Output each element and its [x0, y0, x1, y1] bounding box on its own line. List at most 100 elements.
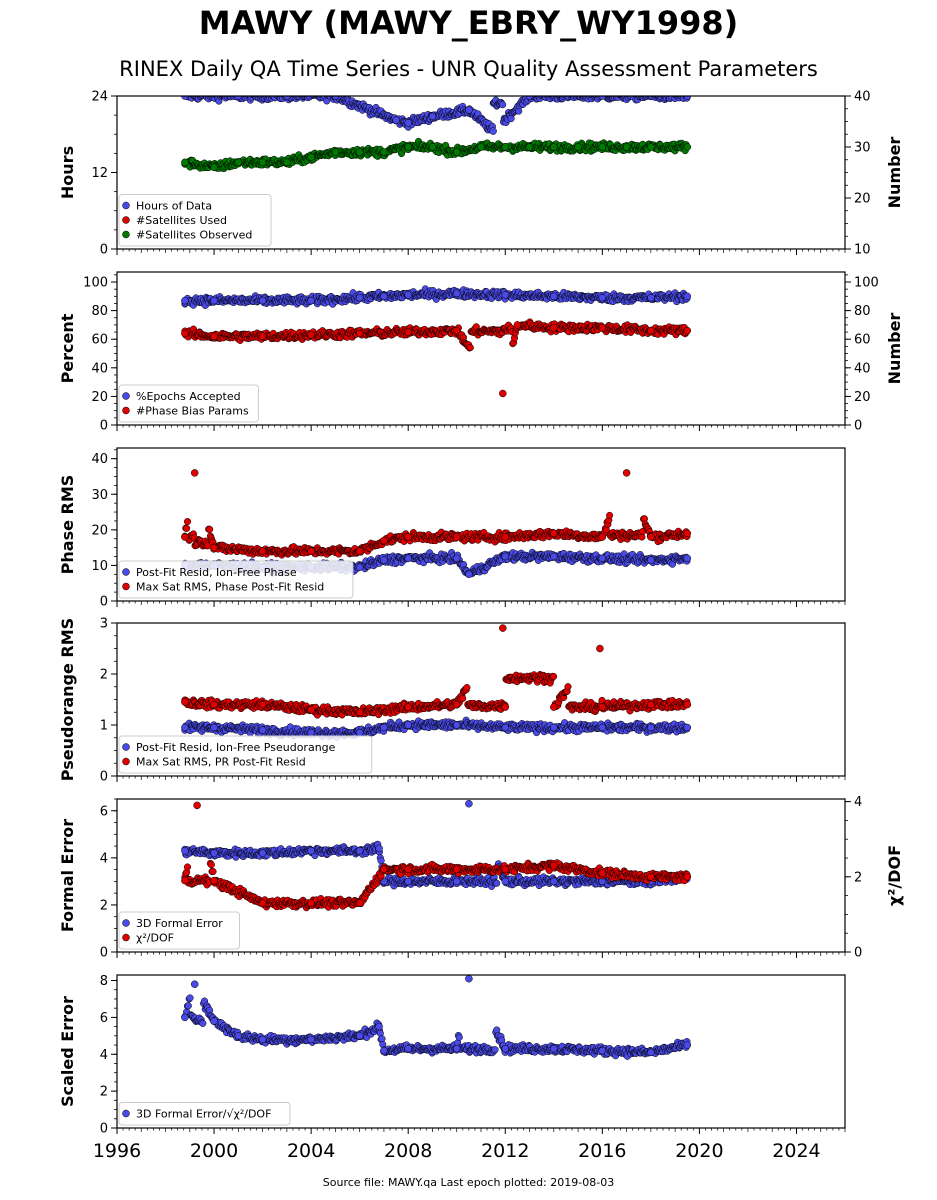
data-point	[206, 88, 213, 95]
data-point	[655, 52, 662, 59]
data-point	[308, 96, 313, 97]
data-point	[432, 58, 439, 65]
data-point	[623, 53, 630, 60]
data-point	[335, 60, 342, 67]
data-point	[385, 58, 392, 65]
data-point	[524, 56, 531, 63]
data-point	[673, 57, 680, 64]
data-point	[208, 77, 215, 84]
data-point	[513, 321, 522, 329]
data-point	[355, 62, 362, 69]
data-point	[358, 61, 365, 68]
data-point	[206, 525, 214, 533]
data-point	[227, 70, 234, 77]
data-point	[304, 71, 311, 78]
data-point	[487, 58, 494, 65]
data-point	[398, 54, 405, 61]
data-point	[541, 52, 548, 59]
data-point	[343, 63, 350, 70]
data-point	[414, 57, 421, 64]
data-point	[491, 58, 498, 65]
data-point	[250, 67, 257, 74]
data-point	[191, 73, 198, 80]
data-point	[255, 67, 262, 74]
data-point	[614, 96, 618, 97]
data-point	[186, 74, 193, 81]
data-point	[345, 62, 352, 69]
data-point	[563, 54, 570, 61]
data-point	[380, 148, 388, 156]
data-point	[669, 96, 672, 97]
data-point	[307, 66, 314, 73]
data-point	[553, 55, 560, 62]
data-point	[245, 69, 252, 76]
y-axis-label: Phase RMS	[58, 475, 77, 575]
data-point	[310, 64, 317, 71]
data-point	[560, 52, 567, 59]
data-point	[521, 53, 528, 60]
data-point	[350, 60, 357, 67]
data-point	[415, 55, 422, 62]
data-point	[451, 62, 458, 69]
legend-marker	[122, 582, 130, 591]
data-point	[605, 53, 612, 60]
data-point	[618, 57, 625, 64]
data-point	[306, 89, 313, 96]
data-point	[550, 292, 558, 301]
data-point	[663, 54, 670, 61]
data-point	[296, 70, 303, 77]
data-point	[306, 69, 313, 76]
data-point	[586, 56, 593, 63]
data-point	[599, 54, 606, 61]
data-point	[436, 54, 443, 61]
data-point	[514, 54, 521, 61]
data-point	[411, 52, 418, 59]
data-point	[531, 56, 538, 63]
y-tick-label: 24	[91, 90, 108, 105]
data-point	[614, 53, 621, 60]
chart-subtitle: RINEX Daily QA Time Series - UNR Quality…	[119, 57, 818, 81]
data-point	[625, 52, 632, 59]
data-point	[182, 70, 189, 77]
data-point	[452, 148, 461, 156]
data-point	[576, 56, 583, 63]
legend-marker	[122, 392, 130, 400]
data-point	[671, 55, 678, 62]
data-point	[301, 71, 308, 78]
data-point	[410, 54, 417, 61]
data-point	[277, 74, 284, 81]
series-2	[181, 50, 690, 84]
data-point	[476, 56, 483, 63]
data-point	[422, 58, 429, 65]
data-point	[683, 529, 692, 538]
data-point	[321, 61, 328, 68]
data-point	[299, 70, 306, 77]
data-point	[628, 56, 635, 63]
data-point	[268, 68, 275, 75]
y-tick-label: 100	[83, 276, 108, 291]
data-point	[582, 53, 589, 60]
data-point	[284, 77, 291, 84]
data-point	[635, 55, 642, 62]
data-point	[430, 53, 437, 60]
data-point	[489, 127, 497, 135]
data-point	[338, 65, 345, 72]
data-point	[258, 158, 267, 167]
data-point	[222, 70, 229, 77]
data-point	[626, 56, 633, 63]
data-point	[383, 61, 390, 68]
data-point	[683, 51, 690, 58]
data-point	[360, 60, 367, 67]
data-point	[448, 58, 455, 65]
data-point	[561, 55, 568, 62]
data-point	[645, 56, 652, 63]
data-point	[404, 554, 412, 563]
data-point	[203, 75, 210, 82]
data-point	[598, 96, 607, 100]
data-point	[428, 54, 435, 61]
data-point	[598, 533, 607, 541]
data-point	[474, 57, 481, 64]
data-point	[516, 59, 523, 66]
